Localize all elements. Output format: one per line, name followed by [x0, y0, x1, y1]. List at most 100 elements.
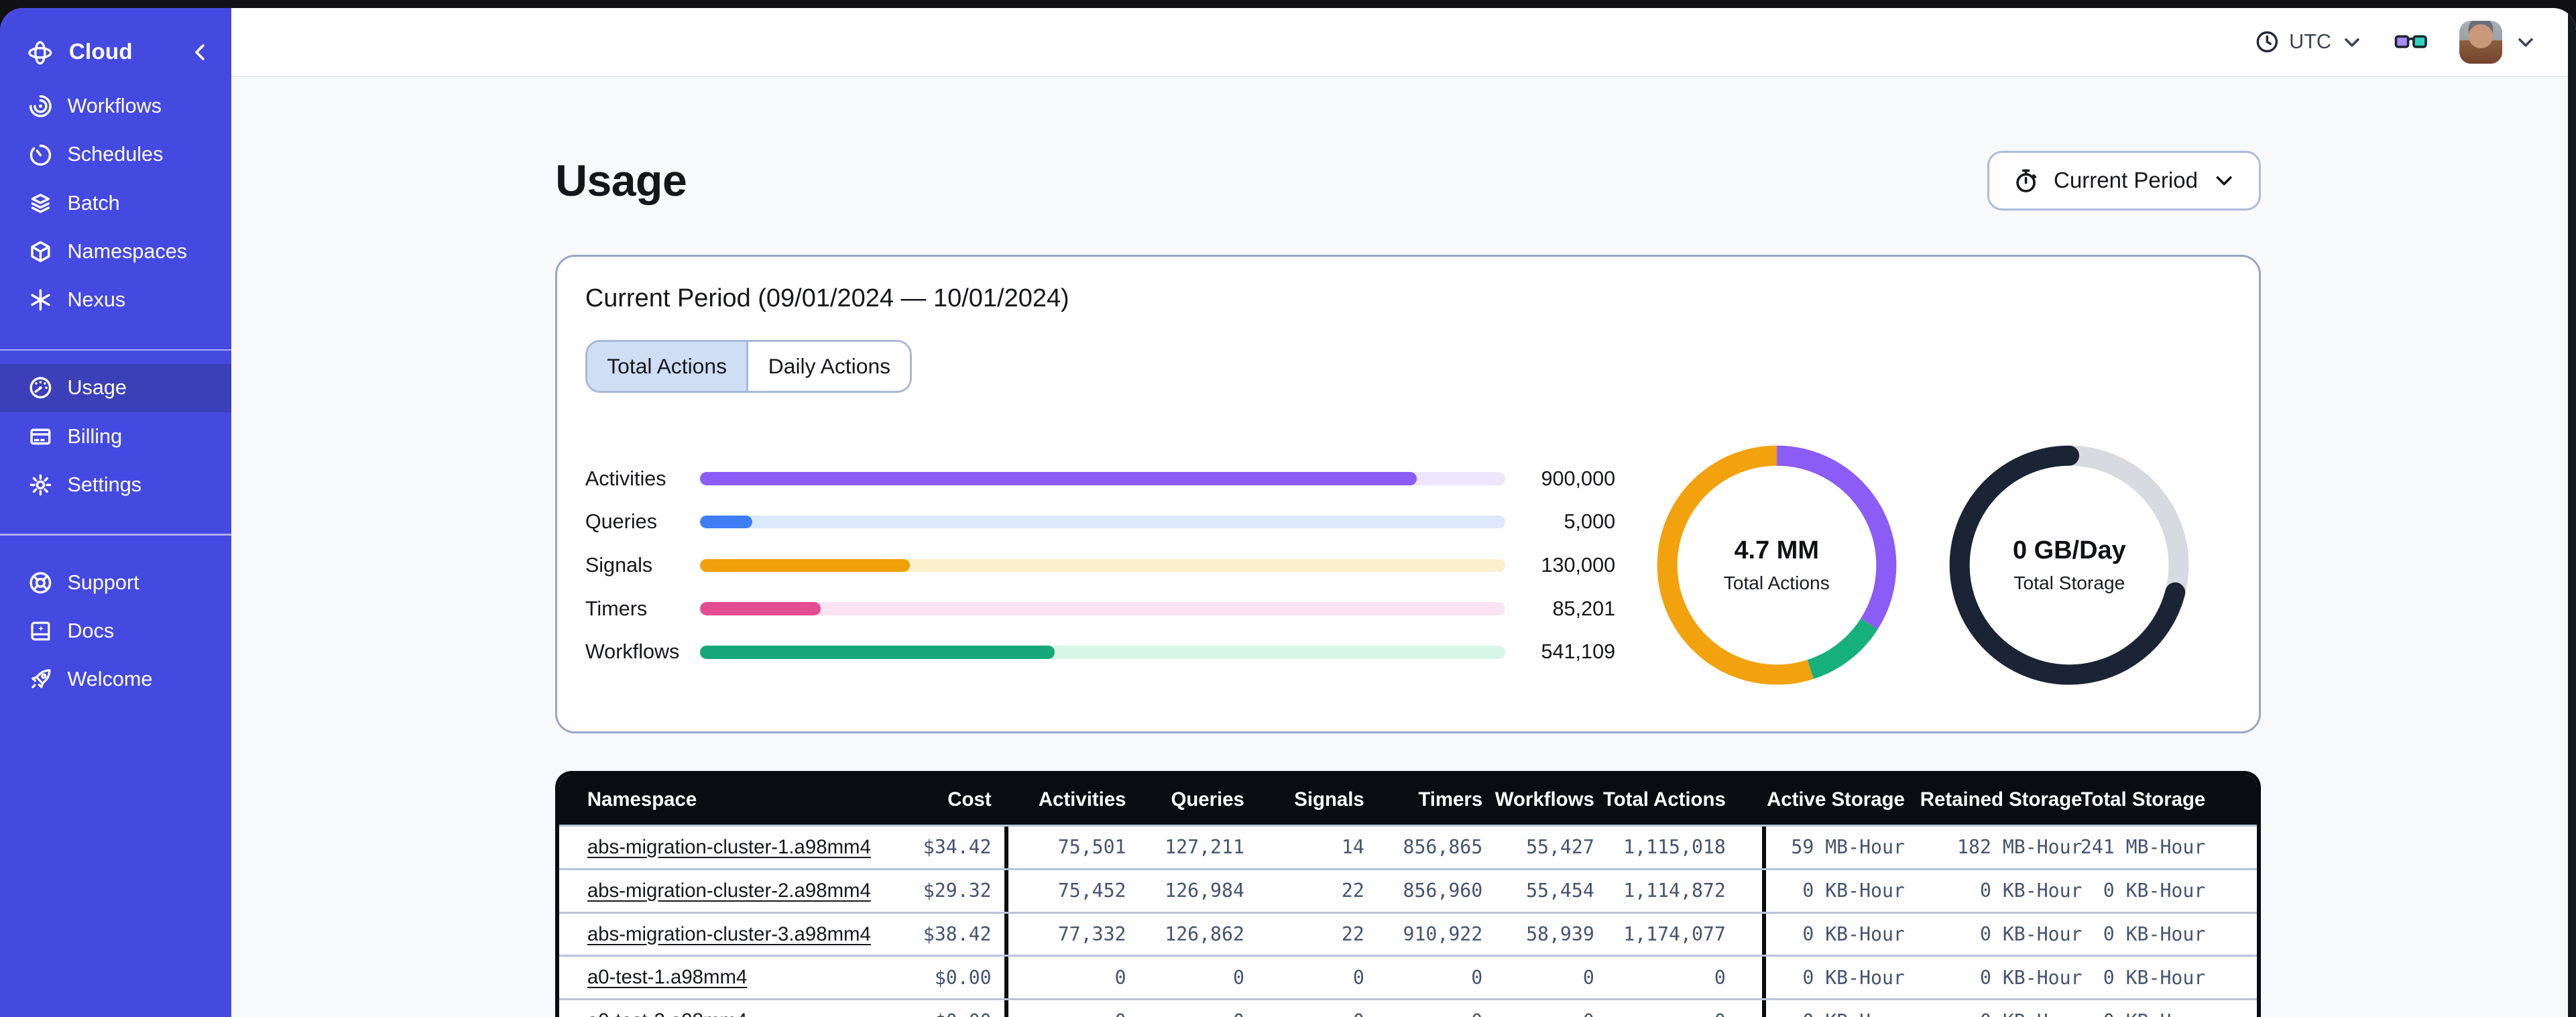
column-header: Workflows — [1495, 788, 1594, 811]
table-row: abs-migration-cluster-3.a98mm4 $38.42 77… — [559, 911, 2257, 955]
sidebar-item-batch[interactable]: Batch — [0, 179, 231, 227]
sidebar-header-label: Cloud — [68, 40, 133, 65]
namespace-link[interactable]: abs-migration-cluster-1.a98mm4 — [587, 835, 871, 858]
support-icon — [28, 571, 53, 595]
sidebar-item-usage[interactable]: Usage — [0, 363, 232, 412]
donut-value: 4.7 MM — [1734, 536, 1820, 565]
sidebar-item-nexus[interactable]: Nexus — [0, 276, 231, 324]
usage-bar-chart: Activities 900,000 Queries 5,000 Signals — [585, 457, 1615, 674]
namespace-link[interactable]: a0-test-2.a98mm4 — [587, 1010, 748, 1016]
total-actions-cell: 0 — [1714, 966, 1726, 989]
sidebar-item-label: Docs — [67, 619, 115, 642]
docs-icon — [28, 619, 53, 644]
activities-cell: 75,452 — [1004, 870, 1143, 912]
sidebar-item-label: Billing — [67, 424, 123, 448]
total-actions-cell: 1,115,018 — [1623, 836, 1726, 859]
activities-cell: 0 — [1004, 957, 1143, 999]
namespace-cell: a0-test-1.a98mm4 — [559, 957, 850, 998]
tab-total-actions[interactable]: Total Actions — [587, 341, 749, 392]
scrollbar[interactable] — [2567, 8, 2576, 1017]
total-actions-cell: 1,114,872 — [1623, 880, 1726, 902]
cost-cell: $0.00 — [934, 966, 992, 989]
tab-daily-actions[interactable]: Daily Actions — [748, 341, 911, 392]
temporal-logo-icon — [26, 39, 54, 67]
sidebar-item-label: Workflows — [67, 95, 162, 118]
user-avatar[interactable] — [2459, 20, 2502, 64]
active-storage-cell: 0 KB-Hour — [1761, 913, 1922, 955]
workflows-cell: 0 — [1499, 1000, 1611, 1017]
table-header: Namespace Cost Activities Queries Signal… — [559, 775, 2257, 825]
table-row: abs-migration-cluster-1.a98mm4 $34.42 75… — [559, 824, 2257, 868]
topbar: UTC — [231, 8, 2576, 78]
card-title: Current Period (09/01/2024 — 10/01/2024) — [585, 284, 1069, 313]
feedback-glasses-icon[interactable] — [2394, 29, 2428, 54]
column-header: Active Storage — [1767, 788, 1905, 811]
account-menu[interactable] — [2459, 20, 2536, 64]
total-storage-cell: 0 KB-Hour — [2103, 880, 2206, 902]
queries-cell: 126,862 — [1165, 923, 1244, 945]
timezone-label: UTC — [2289, 30, 2332, 54]
queries-cell: 0 — [1232, 966, 1244, 989]
bar-row-queries: Queries 5,000 — [585, 500, 1615, 544]
cost-cell: $34.42 — [923, 836, 992, 859]
clock-icon — [2255, 29, 2280, 54]
column-header: Timers — [1418, 788, 1483, 811]
total-actions-cell: 1,174,077 — [1623, 923, 1726, 945]
namespace-cell: a0-test-2.a98mm4 — [559, 1000, 850, 1016]
total-storage-cell: 0 KB-Hour — [2103, 923, 2206, 945]
retained-storage-cell: 182 MB-Hour — [1957, 836, 2083, 859]
bar-value: 130,000 — [1541, 553, 1616, 577]
sidebar-item-label: Batch — [67, 191, 120, 215]
workflows-cell: 55,454 — [1526, 880, 1594, 902]
namespace-cell: abs-migration-cluster-1.a98mm4 — [559, 827, 871, 868]
bar-track — [700, 472, 1505, 485]
sidebar-item-label: Support — [67, 571, 139, 594]
namespace-link[interactable]: abs-migration-cluster-2.a98mm4 — [587, 879, 871, 902]
workflows-cell: 55,427 — [1526, 836, 1594, 859]
retained-storage-cell: 0 KB-Hour — [1979, 923, 2083, 945]
sidebar-collapse-button[interactable] — [189, 42, 211, 63]
welcome-icon — [28, 667, 53, 692]
sidebar-item-namespaces[interactable]: Namespaces — [0, 227, 231, 276]
bar-label: Activities — [585, 467, 666, 490]
settings-icon — [28, 473, 53, 497]
bar-label: Signals — [585, 553, 653, 577]
sidebar-item-label: Schedules — [67, 143, 164, 166]
donut-total-storage: 0 GB/Day Total Storage — [1938, 434, 2201, 697]
sidebar-item-welcome[interactable]: Welcome — [0, 656, 231, 704]
sidebar-item-schedules[interactable]: Schedules — [0, 131, 231, 179]
bar-track — [700, 558, 1505, 573]
namespace-link[interactable]: a0-test-1.a98mm4 — [587, 966, 748, 989]
bar-row-activities: Activities 900,000 — [585, 457, 1615, 501]
main-area: UTC Usage — [231, 8, 2576, 1017]
timers-cell: 0 — [1381, 1000, 1499, 1017]
retained-storage-cell: 0 KB-Hour — [1979, 880, 2083, 902]
workflows-cell: 0 — [1582, 966, 1594, 989]
sidebar-item-settings[interactable]: Settings — [0, 461, 231, 509]
active-storage-cell: 0 KB-Hour — [1761, 870, 1922, 912]
sidebar-item-workflows[interactable]: Workflows — [0, 82, 231, 131]
sidebar-item-docs[interactable]: Docs — [0, 607, 231, 655]
active-storage-cell: 0 KB-Hour — [1761, 1000, 1922, 1017]
table-row: a0-test-2.a98mm4 $0.00 0 0 0 0 0 0 0 KB-… — [559, 998, 2257, 1017]
sidebar-item-support[interactable]: Support — [0, 558, 231, 607]
namespace-link[interactable]: abs-migration-cluster-3.a98mm4 — [587, 922, 871, 945]
timers-cell: 856,960 — [1403, 880, 1483, 902]
timers-cell: 856,865 — [1403, 836, 1483, 859]
total-storage-cell: 0 KB-Hour — [2099, 1000, 2240, 1017]
chevron-down-icon — [2515, 32, 2536, 53]
timezone-selector[interactable]: UTC — [2255, 29, 2363, 54]
namespace-usage-table: Namespace Cost Activities Queries Signal… — [555, 771, 2261, 1017]
sidebar-item-label: Welcome — [67, 668, 153, 691]
column-header: Total Actions — [1602, 788, 1726, 811]
workflows-cell: 58,939 — [1526, 923, 1594, 945]
period-selector-button[interactable]: Current Period — [1987, 151, 2261, 211]
cost-cell: $0.00 — [850, 1000, 1004, 1017]
sidebar-item-billing[interactable]: Billing — [0, 412, 231, 461]
queries-cell: 127,211 — [1165, 836, 1244, 859]
donut-total-actions: 4.7 MM Total Actions — [1645, 434, 1908, 697]
sidebar-header: Cloud — [0, 23, 231, 82]
sidebar-divider — [0, 534, 232, 536]
bar-value: 900,000 — [1541, 467, 1616, 490]
